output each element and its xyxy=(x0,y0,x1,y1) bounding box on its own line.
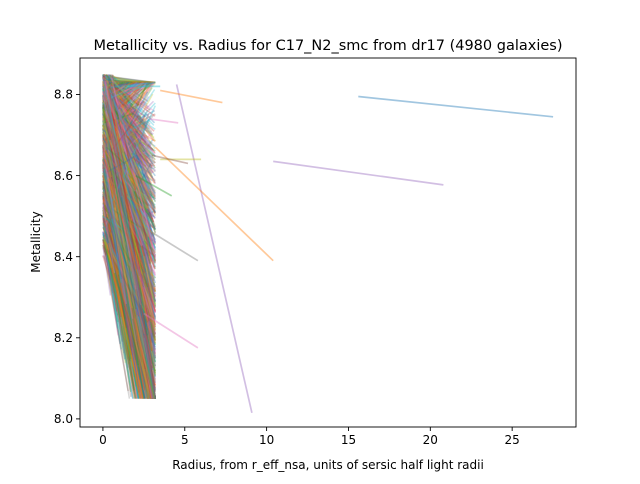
x-tick-label: 25 xyxy=(505,433,520,447)
x-tick-label: 0 xyxy=(99,433,107,447)
x-tick-label: 15 xyxy=(341,433,356,447)
series-line xyxy=(152,232,198,260)
x-tick-label: 20 xyxy=(423,433,438,447)
y-axis: 8.08.28.48.68.8 xyxy=(54,88,80,426)
y-tick-label: 8.0 xyxy=(54,412,73,426)
y-tick-label: 8.4 xyxy=(54,250,73,264)
series-line xyxy=(177,84,252,412)
series-line xyxy=(160,90,222,102)
series-line xyxy=(273,161,443,185)
plot-lines xyxy=(103,74,553,413)
x-tick-label: 10 xyxy=(259,433,274,447)
series-line xyxy=(155,147,273,261)
chart-title: Metallicity vs. Radius for C17_N2_smc fr… xyxy=(94,38,563,54)
series-line xyxy=(358,97,553,117)
x-axis: 0 5 10 15 20 25 xyxy=(99,427,520,447)
x-tick-label: 5 xyxy=(181,433,189,447)
y-tick-label: 8.6 xyxy=(54,169,73,183)
y-tick-label: 8.2 xyxy=(54,331,73,345)
